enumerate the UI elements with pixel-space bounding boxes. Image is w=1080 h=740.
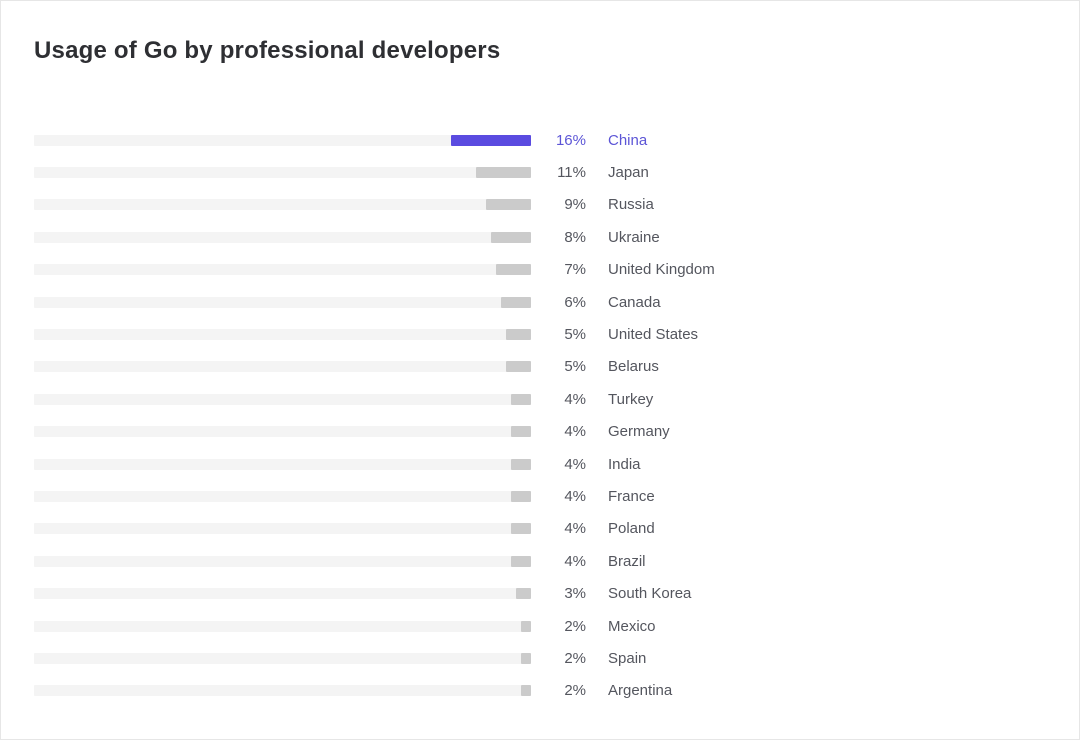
bar-row: 5% United States — [34, 318, 1079, 350]
bar-category-label: Mexico — [608, 617, 656, 635]
bar-fill — [511, 523, 531, 535]
bar-fill — [511, 426, 531, 438]
bar-row: 9% Russia — [34, 189, 1079, 221]
bar-fill — [486, 199, 531, 211]
bar-fill — [511, 555, 531, 567]
bar-track — [34, 685, 531, 697]
bar-value-label: 9% — [564, 196, 586, 214]
bar-track — [34, 555, 531, 567]
bar-fill — [506, 329, 531, 341]
bar-fill — [496, 264, 531, 276]
bar-value-label: 6% — [564, 293, 586, 311]
bar-fill — [476, 167, 531, 179]
bar-track — [34, 490, 531, 502]
bar-track — [34, 231, 531, 243]
bar-category-label: Belarus — [608, 358, 659, 376]
bar-row: 7% United Kingdom — [34, 254, 1079, 286]
bar-fill — [521, 652, 531, 664]
bar-value-label: 11% — [557, 164, 586, 182]
bar-category-label: Turkey — [608, 390, 654, 408]
bar-value-label: 3% — [564, 585, 586, 603]
bar-row: 2% Argentina — [34, 675, 1079, 707]
bar-row: 8% Ukraine — [34, 221, 1079, 253]
bar-category-label: India — [608, 455, 641, 473]
bar-category-label: Germany — [608, 423, 670, 441]
bar-category-label: South Korea — [608, 585, 692, 603]
bar-row: 4% Turkey — [34, 383, 1079, 415]
bar-track — [34, 393, 531, 405]
bar-row: 4% Brazil — [34, 545, 1079, 577]
bar-category-label: United States — [608, 326, 699, 344]
bar-track — [34, 199, 531, 211]
bar-value-label: 4% — [564, 455, 586, 473]
bar-row: 11% Japan — [34, 156, 1079, 188]
bar-value-label: 5% — [564, 326, 586, 344]
bar-category-label: Brazil — [608, 552, 646, 570]
bar-track — [34, 652, 531, 664]
bar-fill — [521, 620, 531, 632]
bar-value-label: 16% — [555, 131, 586, 149]
bar-fill — [511, 458, 531, 470]
bar-track — [34, 134, 531, 146]
bar-value-label: 4% — [564, 487, 586, 505]
bar-value-label: 4% — [564, 423, 586, 441]
bar-track — [34, 523, 531, 535]
bar-fill — [506, 361, 531, 373]
bar-track — [34, 167, 531, 179]
bar-value-label: 2% — [564, 617, 586, 635]
bar-value-label: 2% — [564, 682, 586, 700]
bar-track — [34, 620, 531, 632]
bar-fill — [511, 490, 531, 502]
bar-value-label: 4% — [564, 552, 586, 570]
bar-row: 16% China — [34, 124, 1079, 156]
bar-track — [34, 458, 531, 470]
bar-value-label: 5% — [564, 358, 586, 376]
bar-row: 4% Germany — [34, 416, 1079, 448]
bar-track — [34, 329, 531, 341]
bar-fill — [451, 134, 531, 146]
bar-category-label: Argentina — [608, 682, 673, 700]
bar-category-label: Japan — [608, 164, 649, 182]
bar-category-label: Ukraine — [608, 228, 660, 246]
bar-fill — [491, 231, 531, 243]
bar-track — [34, 264, 531, 276]
bar-value-label: 8% — [564, 228, 586, 246]
bar-category-label: China — [608, 131, 648, 149]
bar-category-label: Spain — [608, 649, 647, 667]
bar-value-label: 4% — [564, 520, 586, 538]
bar-fill — [516, 588, 531, 600]
bar-category-label: France — [608, 487, 655, 505]
bar-chart: 16% China 11% Japan 9% Russia 8% Ukraine… — [34, 124, 1079, 707]
bar-row: 6% Canada — [34, 286, 1079, 318]
bar-track — [34, 588, 531, 600]
chart-title: Usage of Go by professional developers — [34, 37, 501, 64]
bar-value-label: 7% — [564, 261, 586, 279]
bar-category-label: Poland — [608, 520, 655, 538]
bar-track — [34, 361, 531, 373]
bar-fill — [511, 393, 531, 405]
bar-category-label: Canada — [608, 293, 661, 311]
bar-row: 4% France — [34, 480, 1079, 512]
bar-fill — [521, 685, 531, 697]
bar-row: 4% India — [34, 448, 1079, 480]
bar-value-label: 4% — [564, 390, 586, 408]
bar-row: 3% South Korea — [34, 577, 1079, 609]
bar-category-label: Russia — [608, 196, 654, 214]
bar-row: 5% Belarus — [34, 351, 1079, 383]
bar-row: 2% Mexico — [34, 610, 1079, 642]
bar-fill — [501, 296, 531, 308]
bar-category-label: United Kingdom — [608, 261, 715, 279]
bar-track — [34, 426, 531, 438]
bar-value-label: 2% — [564, 649, 586, 667]
bar-track — [34, 296, 531, 308]
bar-row: 4% Poland — [34, 513, 1079, 545]
bar-row: 2% Spain — [34, 642, 1079, 674]
